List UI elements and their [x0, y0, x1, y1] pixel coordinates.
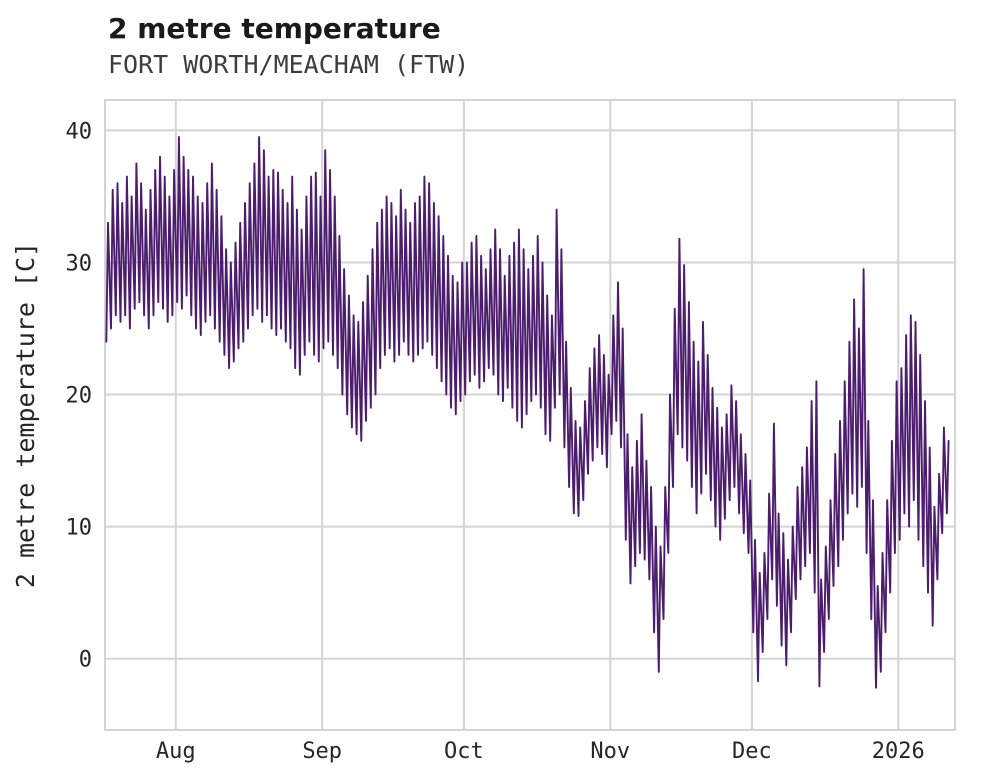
chart-header: 2 metre temperature FORT WORTH/MEACHAM (…	[108, 12, 469, 80]
y-axis-label: 2 metre temperature [C]	[11, 242, 40, 588]
plot-border	[104, 99, 956, 731]
x-tick-label: Nov	[590, 739, 630, 764]
y-tick-label: 30	[66, 252, 93, 277]
chart-subtitle: FORT WORTH/MEACHAM (FTW)	[108, 50, 470, 79]
temperature-series-line	[105, 136, 950, 689]
x-tick-label: Sep	[302, 739, 342, 764]
y-tick-label: 20	[66, 384, 93, 409]
x-tick-label: Aug	[156, 739, 196, 764]
y-tick-label: 0	[79, 648, 92, 673]
x-tick-label: 2026	[872, 739, 925, 764]
y-tick-label: 10	[66, 516, 93, 541]
x-tick-label: Oct	[444, 739, 484, 764]
y-tick-label: 40	[66, 119, 93, 144]
x-tick-label: Dec	[732, 739, 772, 764]
chart-title: 2 metre temperature	[108, 12, 441, 45]
